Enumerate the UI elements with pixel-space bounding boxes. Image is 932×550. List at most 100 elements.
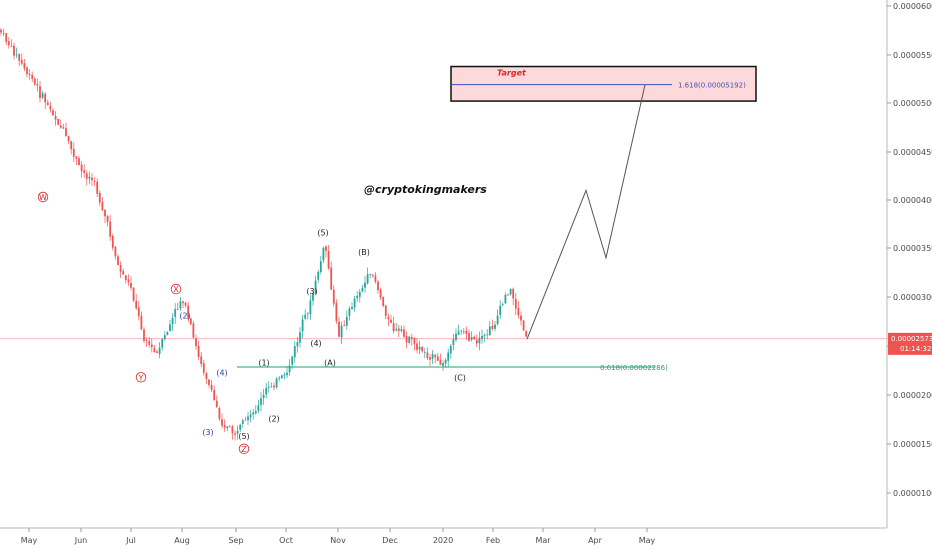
candle-body (413, 338, 416, 344)
candle-body (132, 287, 135, 301)
candle-body (514, 298, 517, 309)
candle-body (101, 201, 104, 211)
candle-body (215, 400, 218, 408)
wave-label: (2) (179, 312, 190, 321)
candle-body (228, 426, 231, 428)
candle-body (520, 315, 522, 321)
candle-body (208, 379, 210, 386)
candle-body (130, 283, 132, 288)
candle-body (387, 316, 390, 320)
time-tick-label: Dec (382, 536, 397, 545)
candle-body (478, 337, 481, 344)
wave-label: (4) (216, 368, 227, 377)
wave-circle (37, 191, 49, 203)
candle-body (400, 329, 403, 331)
price-axis[interactable]: 0.000010000.000015000.000020000.00002500… (886, 0, 932, 528)
time-axis[interactable]: May Jun Jul Aug Sep Oct Nov Dec 2020 Feb Mar Apr May (0, 527, 887, 545)
candle-body (111, 236, 114, 248)
candle-body (78, 158, 80, 166)
time-tick-label: 2020 (433, 536, 453, 545)
candle-body (23, 63, 26, 69)
time-tick-label: Nov (330, 536, 346, 545)
price-tick-label: 0.00004000 (893, 196, 932, 205)
candle-body (241, 420, 244, 424)
candle-body (153, 347, 156, 353)
candle-body (122, 271, 125, 275)
candle-body (332, 289, 335, 304)
candle-body (145, 340, 148, 342)
candle-body (36, 83, 39, 86)
candle-body (384, 305, 387, 316)
candle-body (390, 319, 392, 323)
candle-body (57, 118, 60, 125)
wave-label: Y (138, 373, 144, 382)
candle-body (52, 110, 54, 116)
candle-body (301, 319, 304, 332)
candle-body (499, 305, 502, 315)
candle-body (39, 86, 41, 99)
candlestick-series (0, 28, 528, 441)
candle-body (358, 291, 361, 297)
candle-body (364, 282, 366, 288)
candle-body (96, 181, 99, 194)
candle-body (442, 362, 444, 366)
candle-body (262, 394, 265, 398)
candle-body (468, 333, 470, 341)
candle-body (156, 351, 158, 353)
candle-body (197, 345, 200, 357)
candle-body (200, 356, 203, 365)
price-tick-label: 0.00004500 (893, 148, 932, 157)
candle-body (119, 265, 122, 272)
candle-body (431, 354, 434, 359)
candle-body (28, 74, 31, 76)
candle-body (171, 317, 174, 325)
candle-body (319, 261, 322, 272)
target-rectangle (450, 65, 757, 102)
candle-body (353, 298, 356, 308)
candle-body (361, 287, 364, 292)
candle-body (322, 247, 325, 261)
target-title: Target (497, 69, 527, 78)
fibonacci-levels: 0.618(0.00002286) (237, 364, 668, 372)
candle-body (49, 105, 52, 110)
candle-body (377, 281, 379, 290)
wave-label: (5) (238, 432, 249, 441)
candle-body (226, 426, 229, 429)
candle-body (252, 412, 255, 415)
wave-label: (2) (268, 414, 279, 423)
candle-body (356, 295, 359, 299)
candle-body (117, 256, 119, 266)
candle-body (465, 330, 468, 335)
wave-label: (5) (317, 229, 328, 238)
time-tick-label: Apr (588, 536, 603, 545)
projection-line (526, 84, 646, 340)
candle-body (283, 374, 286, 376)
candle-body (501, 304, 504, 306)
candle-body (504, 294, 507, 304)
candle-body (184, 302, 187, 306)
candle-body (26, 67, 28, 75)
candle-body (46, 102, 49, 106)
candle-body (62, 127, 65, 129)
current-price-label: 0.00002573 (891, 335, 932, 343)
time-tick-label: Sep (228, 536, 243, 545)
wave-label: X (173, 285, 179, 294)
wave-label: (1) (258, 359, 269, 368)
candle-body (330, 267, 333, 290)
candle-body (408, 336, 411, 343)
candle-body (410, 337, 413, 339)
candle-body (33, 78, 36, 85)
candle-body (306, 313, 309, 315)
watermark-text: @cryptokingmakers (364, 183, 487, 196)
candle-body (7, 41, 10, 46)
time-tick-label: May (21, 536, 38, 545)
candle-body (127, 279, 130, 283)
candle-body (265, 387, 268, 395)
candle-body (351, 307, 353, 309)
candle-body (41, 93, 44, 98)
candle-body (70, 141, 73, 150)
wave-label: (4) (310, 339, 321, 348)
candle-body (236, 430, 239, 434)
price-tick-label: 0.00006000 (893, 2, 932, 11)
